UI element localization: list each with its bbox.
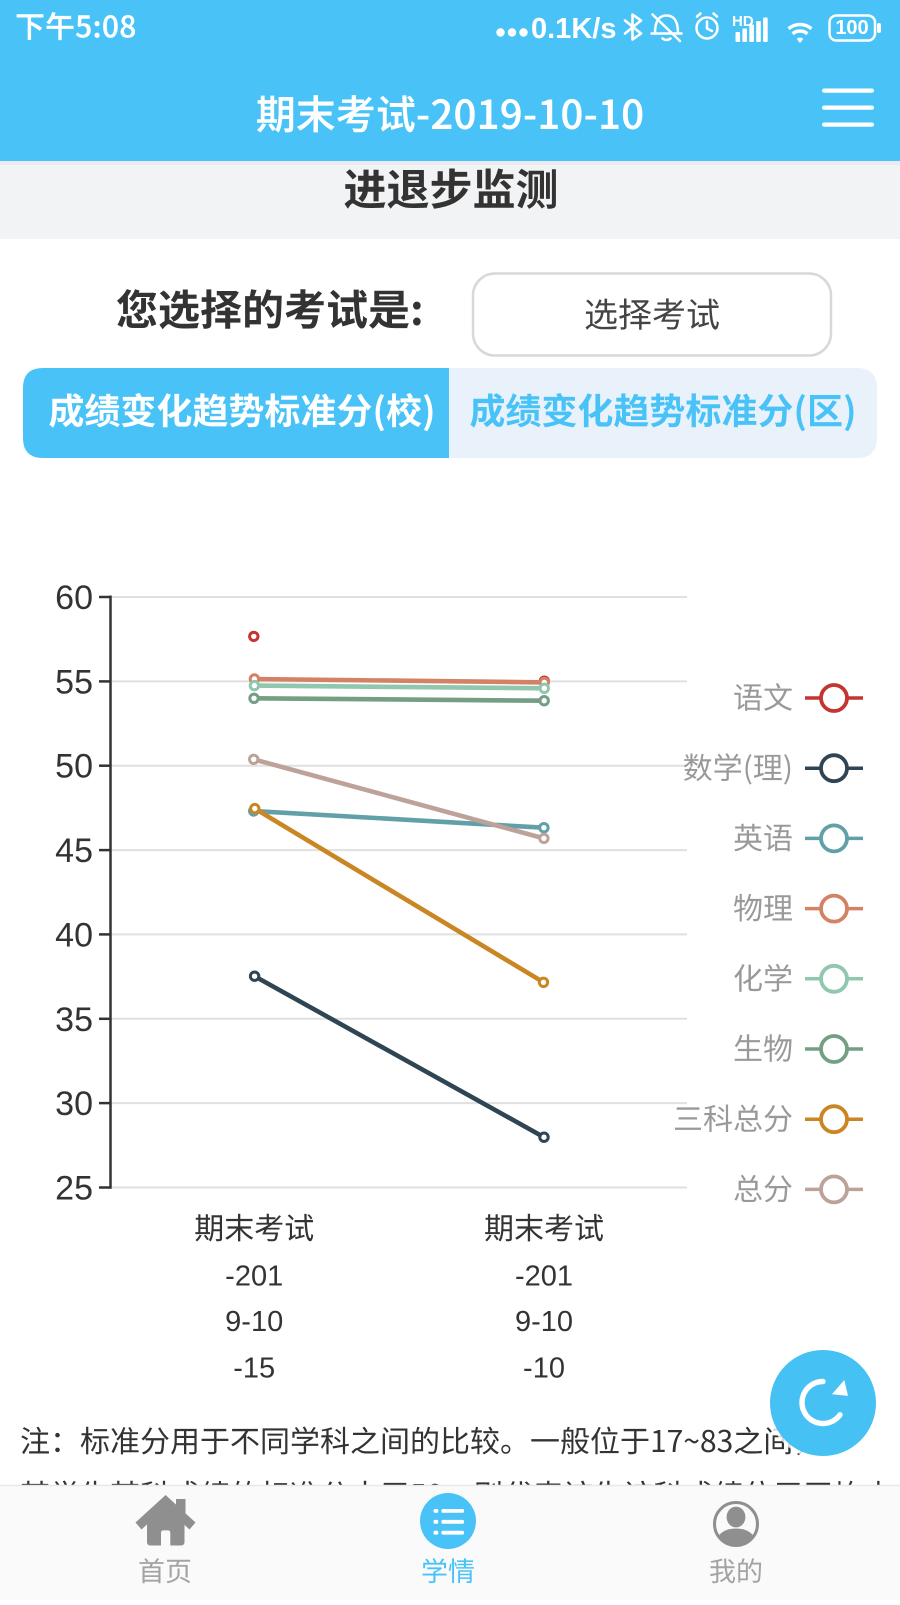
svg-text:55: 55 <box>55 663 93 701</box>
svg-text:45: 45 <box>55 832 93 870</box>
svg-text:-15: -15 <box>233 1353 275 1385</box>
svg-text:25: 25 <box>55 1170 93 1208</box>
svg-text:-10: -10 <box>523 1353 565 1385</box>
svg-text:60: 60 <box>55 579 93 617</box>
svg-text:9-10: 9-10 <box>225 1306 283 1338</box>
svg-text:30: 30 <box>55 1085 93 1123</box>
svg-text:0.1K/s: 0.1K/s <box>531 13 616 45</box>
svg-text:50: 50 <box>55 748 93 786</box>
svg-text:100: 100 <box>835 17 868 39</box>
svg-text:40: 40 <box>55 916 93 954</box>
svg-text:-201: -201 <box>225 1261 283 1293</box>
svg-text:HD: HD <box>732 13 754 30</box>
svg-text:-201: -201 <box>515 1261 573 1293</box>
svg-text:9-10: 9-10 <box>515 1306 573 1338</box>
svg-text:35: 35 <box>55 1001 93 1039</box>
